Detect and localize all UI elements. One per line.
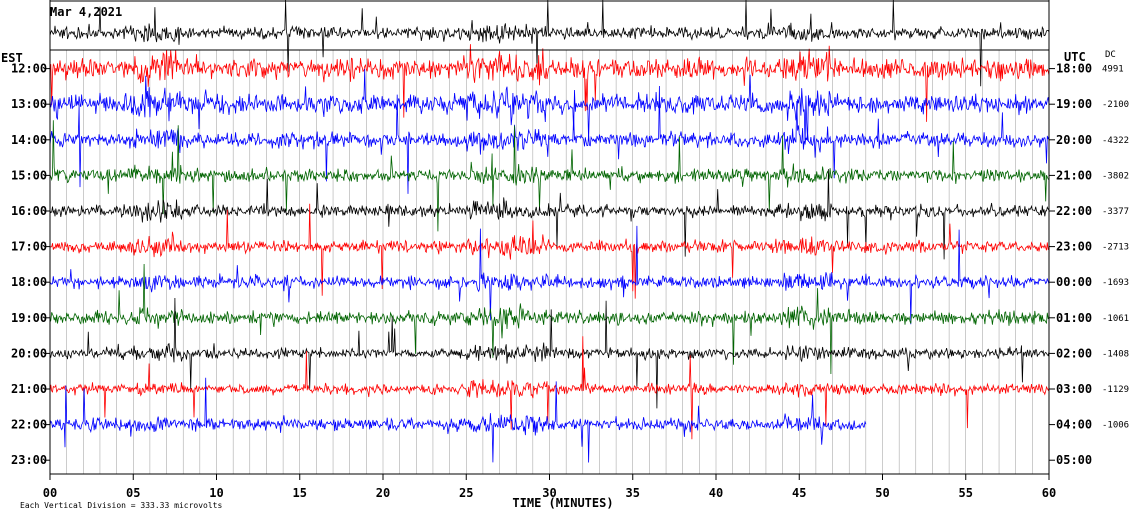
est-hour-labels: 12:00 13:00 14:00 15:00 16:00 17:00 18:00 19:00… — [11, 62, 50, 467]
est-hour-label: 14:00 — [11, 133, 47, 147]
dc-offset-label: -1061 — [1102, 314, 1129, 324]
trace-1400 — [49, 85, 1050, 194]
trace-2100 — [49, 336, 1050, 440]
trace-1900 — [49, 263, 1050, 375]
left-timezone-label: EST — [1, 51, 23, 65]
x-tick-label: 15 — [293, 486, 307, 500]
trace-1700 — [49, 203, 1050, 299]
utc-hour-label: 03:00 — [1056, 382, 1092, 396]
dc-offset-label: -2713 — [1102, 243, 1129, 253]
est-hour-label: 23:00 — [11, 453, 47, 467]
x-tick-label: 60 — [1042, 486, 1056, 500]
x-tick-label: 05 — [126, 486, 140, 500]
utc-hour-label: 02:00 — [1056, 346, 1092, 360]
x-tick-label: 45 — [792, 486, 806, 500]
scale-note: Each Vertical Division = 333.33 microvol… — [20, 501, 222, 510]
est-hour-label: 17:00 — [11, 240, 47, 254]
est-hour-label: 15:00 — [11, 168, 47, 182]
est-hour-label: 16:00 — [11, 204, 47, 218]
x-tick-label: 35 — [626, 486, 640, 500]
seismic-traces — [49, 0, 1050, 463]
x-tick-label: 40 — [709, 486, 723, 500]
est-hour-label: 19:00 — [11, 311, 47, 325]
x-tick-label: 50 — [875, 486, 889, 500]
x-axis-label: TIME (MINUTES) — [512, 496, 613, 510]
trace-1200 — [49, 44, 1050, 122]
x-tick-label: 10 — [209, 486, 223, 500]
trace-1300 — [49, 68, 1050, 145]
dc-offset-label: -4322 — [1102, 136, 1129, 146]
x-tick-label: 20 — [376, 486, 390, 500]
x-tick-label: 55 — [959, 486, 973, 500]
x-axis-tick-labels: 00 05 10 15 20 25 30 35 40 45 50 55 60 — [43, 474, 1056, 500]
utc-hour-label: 18:00 — [1056, 62, 1092, 76]
trace-1500 — [49, 120, 1050, 232]
date-label: Mar 4,2021 — [50, 5, 122, 19]
dc-offset-label: 4991 — [1102, 65, 1124, 75]
utc-hour-label: 19:00 — [1056, 97, 1092, 111]
utc-hour-label: 04:00 — [1056, 418, 1092, 432]
right-timezone-label: UTC — [1064, 50, 1086, 64]
trace-2200 — [49, 377, 867, 463]
est-hour-label: 21:00 — [11, 382, 47, 396]
est-hour-label: 22:00 — [11, 418, 47, 432]
est-hour-label: 20:00 — [11, 346, 47, 360]
trace-1100 — [49, 0, 1050, 87]
dc-offset-label: -2100 — [1102, 100, 1129, 110]
dc-offset-label: -1129 — [1102, 385, 1129, 395]
est-hour-label: 12:00 — [11, 62, 47, 76]
dc-offset-label: -1693 — [1102, 278, 1129, 288]
utc-hour-label: 22:00 — [1056, 204, 1092, 218]
dc-offset-label: -1006 — [1102, 421, 1129, 431]
dc-offset-label: -3377 — [1102, 207, 1129, 217]
trace-2000 — [49, 297, 1050, 409]
utc-hour-label: 20:00 — [1056, 133, 1092, 147]
utc-hour-label: 05:00 — [1056, 453, 1092, 467]
dc-offset-labels: 4991 -2100 -4322 -3802 -3377 -2713 -1693 -1061 -… — [1102, 65, 1129, 431]
dc-offset-label: -1408 — [1102, 349, 1129, 359]
est-hour-label: 13:00 — [11, 97, 47, 111]
x-tick-label: 30 — [542, 486, 556, 500]
trace-1600 — [49, 169, 1050, 260]
utc-hour-labels: 18:00 19:00 20:00 21:00 22:00 23:00 00:00 01:00… — [1049, 62, 1092, 467]
utc-hour-label: 01:00 — [1056, 311, 1092, 325]
trace-1800 — [49, 225, 1050, 325]
est-hour-label: 18:00 — [11, 275, 47, 289]
dc-header: DC — [1105, 50, 1116, 60]
utc-hour-label: 23:00 — [1056, 240, 1092, 254]
utc-hour-label: 00:00 — [1056, 275, 1092, 289]
x-tick-label: 25 — [459, 486, 473, 500]
utc-hour-label: 21:00 — [1056, 168, 1092, 182]
dc-offset-label: -3802 — [1102, 171, 1129, 181]
x-tick-label: 00 — [43, 486, 57, 500]
